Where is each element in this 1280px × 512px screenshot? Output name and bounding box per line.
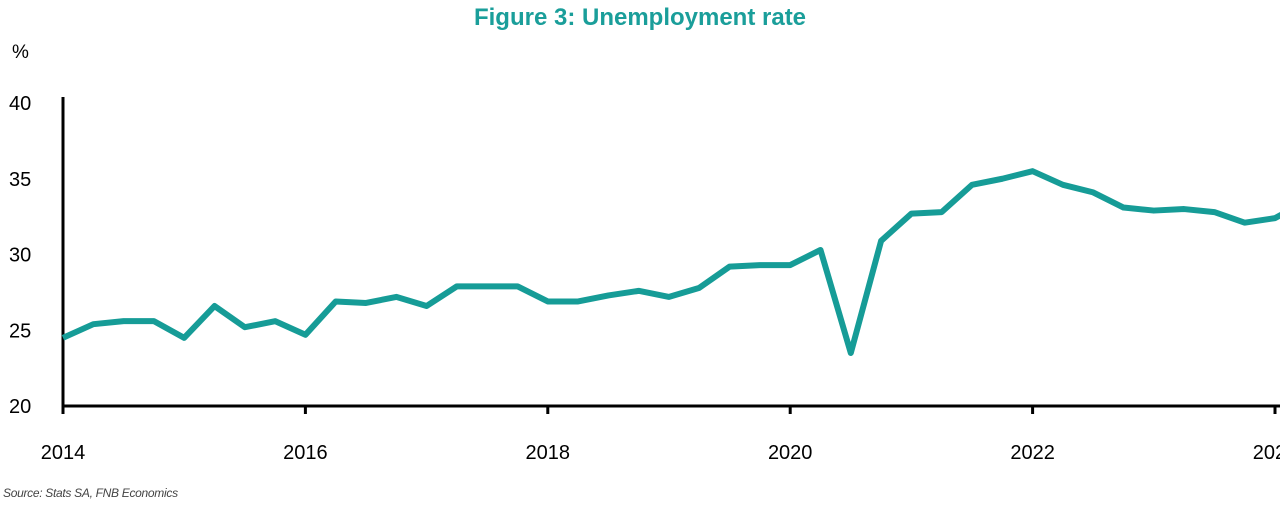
unemployment-rate-line <box>61 168 1280 356</box>
x-tick-label: 2014 <box>41 442 86 464</box>
x-tick-label: 2022 <box>1010 442 1055 464</box>
source-note: Source: Stats SA, FNB Economics <box>3 486 178 500</box>
x-tick-label: 2020 <box>768 442 813 464</box>
chart-title: Figure 3: Unemployment rate <box>473 4 807 31</box>
x-tick-label: 2024 <box>1253 442 1280 464</box>
y-tick-label: 25 <box>9 320 31 342</box>
x-tick-label: 2018 <box>526 442 571 464</box>
y-axis-unit-label: % <box>12 42 29 63</box>
y-tick-label: 30 <box>9 245 31 267</box>
y-tick-label: 20 <box>9 396 31 418</box>
y-tick-label: 40 <box>9 93 31 115</box>
y-tick-label: 35 <box>9 169 31 191</box>
x-tick-label: 2016 <box>283 442 328 464</box>
